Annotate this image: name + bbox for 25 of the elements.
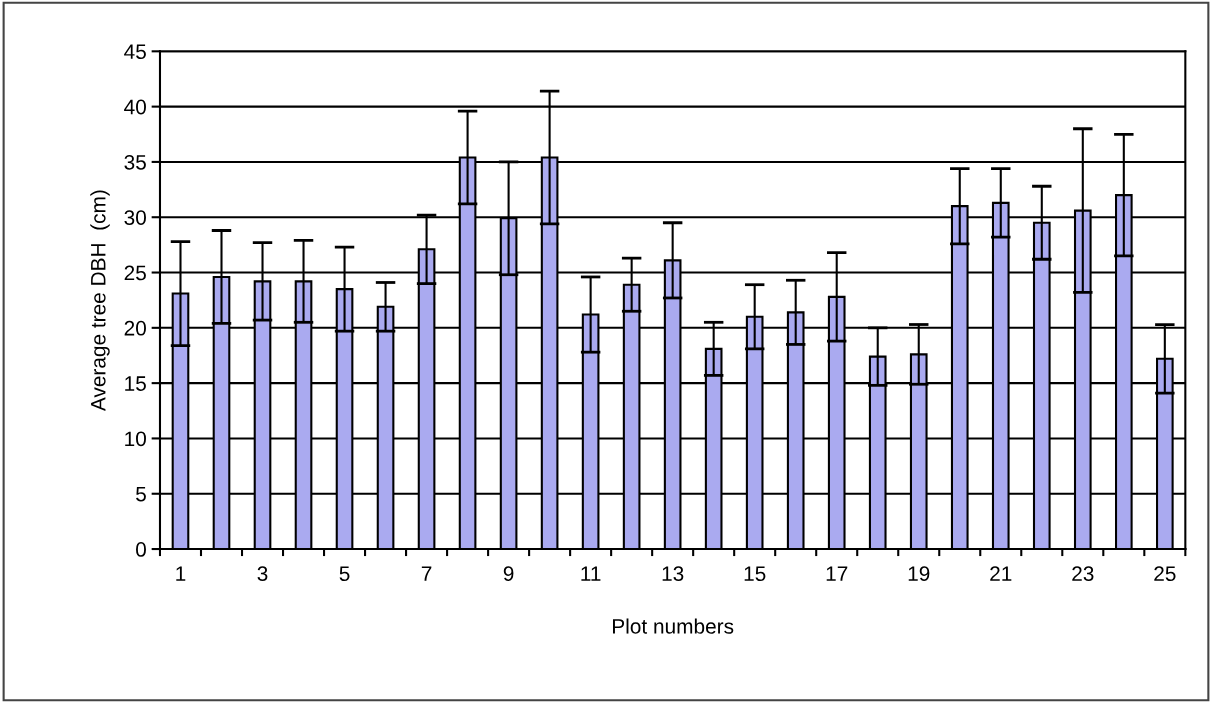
x-tick-label: 19 [908, 566, 930, 582]
y-tick-label: 20 [124, 320, 146, 336]
x-tick-label: 13 [662, 566, 684, 582]
y-tick-label: 15 [125, 376, 146, 391]
y-tick-label: 0 [136, 542, 146, 557]
y-tick-label: 5 [136, 486, 146, 502]
x-tick-label: 21 [990, 566, 1012, 581]
y-tick-label: 45 [124, 44, 146, 60]
x-tick-label: 15 [744, 566, 766, 582]
y-tick-label: 35 [124, 154, 146, 170]
x-tick-label: 1 [176, 566, 186, 581]
x-tick-label: 3 [257, 566, 268, 582]
y-tick-label: 30 [124, 210, 146, 225]
y-axis-title: Average tree DBH (cm) [90, 190, 110, 412]
y-tick-label: 25 [124, 265, 146, 281]
y-tick-label: 10 [125, 431, 146, 447]
x-tick-label: 5 [339, 566, 350, 582]
x-axis-title: Plot numbers [613, 618, 734, 634]
x-tick-label: 17 [826, 566, 848, 581]
x-tick-label: 11 [581, 566, 601, 581]
x-tick-label: 9 [503, 566, 514, 582]
y-tick-label: 40 [124, 99, 146, 115]
x-tick-label: 25 [1154, 566, 1176, 582]
x-tick-label: 23 [1072, 566, 1094, 582]
x-tick-label: 7 [421, 566, 432, 581]
